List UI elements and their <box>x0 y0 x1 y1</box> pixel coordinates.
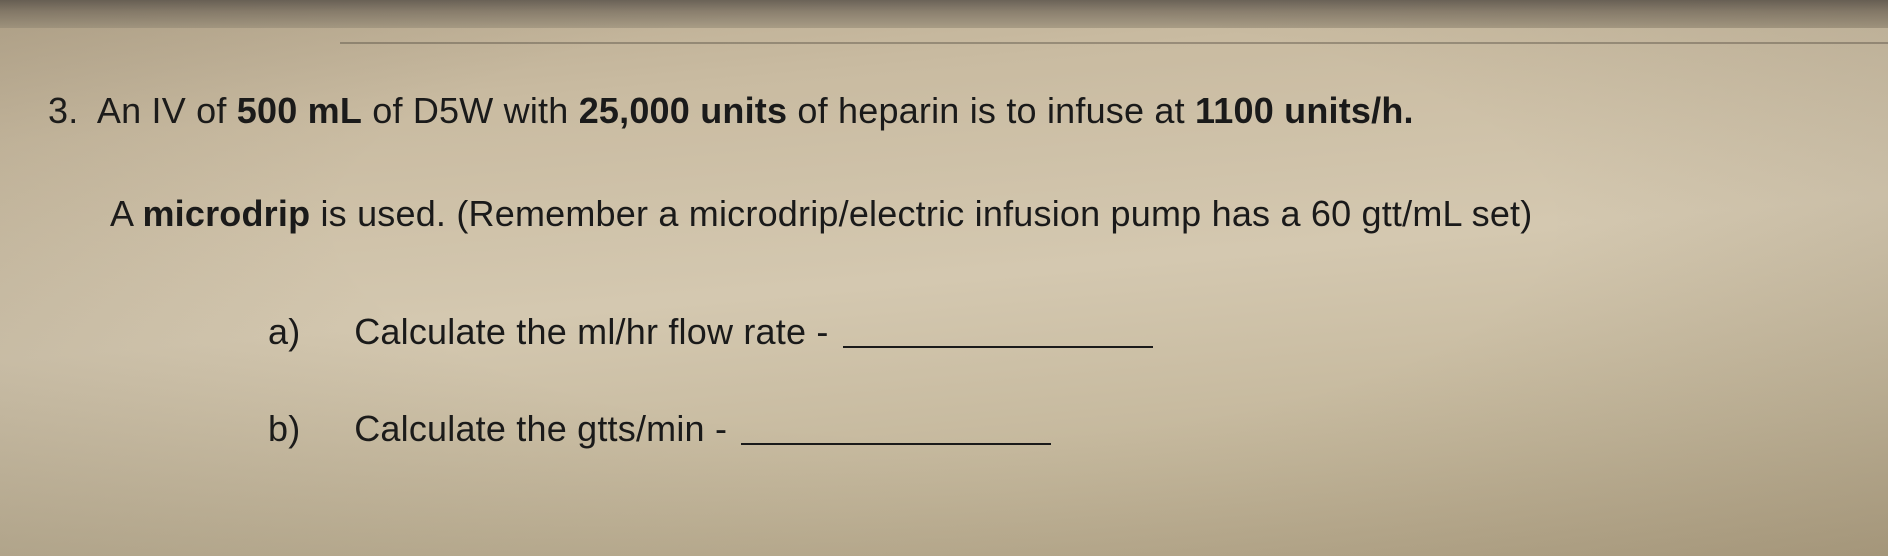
question-content: 3. An IV of 500 mL of D5W with 25,000 un… <box>0 0 1888 453</box>
note-rest: is used. (Remember a microdrip/electric … <box>310 193 1532 234</box>
part-a-text: Calculate the ml/hr flow rate - <box>354 311 828 352</box>
question-stem: 3. An IV of 500 mL of D5W with 25,000 un… <box>48 88 1840 135</box>
page-top-line <box>340 42 1888 44</box>
part-b-text: Calculate the gtts/min - <box>354 408 727 449</box>
question-number: 3. <box>48 90 78 131</box>
part-a-blank <box>843 312 1153 348</box>
question-text-prefix: An IV of <box>97 90 237 131</box>
part-a: a) Calculate the ml/hr flow rate - <box>48 308 1840 356</box>
question-text-mid2: of heparin is to infuse at <box>787 90 1195 131</box>
part-a-label: a) <box>268 309 344 356</box>
question-volume: 500 mL <box>237 90 362 131</box>
question-text-mid1: of D5W with <box>362 90 579 131</box>
question-note: A microdrip is used. (Remember a microdr… <box>48 191 1840 238</box>
question-rate: 1100 units/h. <box>1195 90 1414 131</box>
note-bold: microdrip <box>142 193 310 234</box>
part-b-label: b) <box>268 406 344 453</box>
question-units: 25,000 units <box>579 90 788 131</box>
part-b-blank <box>741 409 1051 445</box>
note-prefix: A <box>110 193 142 234</box>
part-b: b) Calculate the gtts/min - <box>48 405 1840 453</box>
page-top-shadow <box>0 0 1888 28</box>
